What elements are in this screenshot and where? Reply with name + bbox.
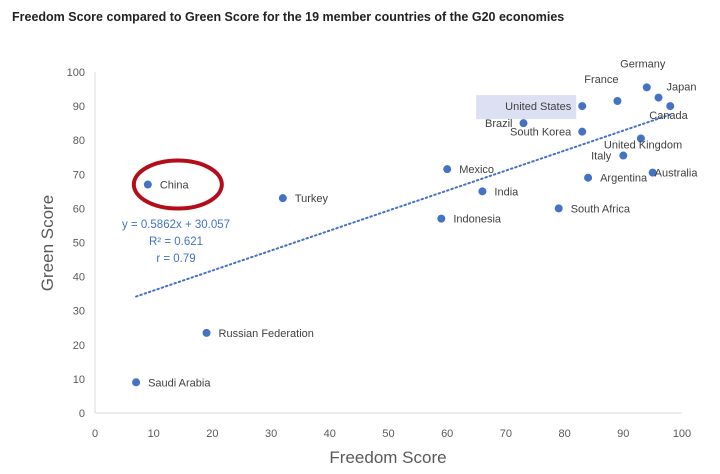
point-label-japan: Japan <box>667 82 697 94</box>
point-russian-federation <box>202 328 211 337</box>
point-label-france: France <box>584 74 618 86</box>
point-brazil <box>519 119 528 128</box>
point-united-kingdom <box>636 134 645 143</box>
point-italy <box>619 151 628 160</box>
x-tick-label: 60 <box>441 428 453 440</box>
point-france <box>613 96 622 105</box>
point-germany <box>642 83 651 92</box>
point-label-united-kingdom: United Kingdom <box>604 139 682 151</box>
x-tick-label: 70 <box>500 428 512 440</box>
point-china <box>143 180 152 189</box>
point-united-states <box>578 102 587 111</box>
x-tick-label: 40 <box>324 428 336 440</box>
point-south-africa <box>554 204 563 213</box>
y-tick-label: 30 <box>73 306 85 318</box>
trendline-r-squared: R² = 0.621 <box>149 236 203 248</box>
point-japan <box>654 93 663 102</box>
point-argentina <box>584 173 593 182</box>
point-mexico <box>443 165 452 174</box>
x-tick-label: 80 <box>558 428 570 440</box>
point-label-saudi-arabia: Saudi Arabia <box>148 377 211 389</box>
trendline <box>135 113 672 298</box>
y-tick-label: 60 <box>73 203 85 215</box>
point-saudi-arabia <box>132 378 141 387</box>
y-tick-label: 80 <box>73 135 85 147</box>
x-tick-label: 100 <box>673 428 691 440</box>
point-label-australia: Australia <box>655 168 699 180</box>
highlight-circle <box>131 158 224 211</box>
point-india <box>478 187 487 196</box>
point-label-canada: Canada <box>649 110 688 122</box>
point-label-argentina: Argentina <box>600 173 648 185</box>
y-tick-label: 10 <box>73 374 85 386</box>
point-south-korea <box>578 127 587 136</box>
y-tick-label: 40 <box>73 272 85 284</box>
y-tick-label: 50 <box>73 238 85 250</box>
label-highlight-box <box>476 95 577 120</box>
point-label-indonesia: Indonesia <box>453 214 502 226</box>
point-label-mexico: Mexico <box>459 164 494 176</box>
point-canada <box>666 102 675 111</box>
point-label-china: China <box>160 180 190 192</box>
x-axis-title: Freedom Score <box>329 448 446 467</box>
y-axis-title: Green Score <box>38 195 57 291</box>
y-tick-label: 20 <box>73 340 85 352</box>
point-label-india: India <box>494 186 519 198</box>
point-turkey <box>278 194 287 203</box>
y-tick-label: 0 <box>79 408 85 420</box>
chart-title: Freedom Score compared to Green Score fo… <box>12 10 565 24</box>
x-tick-label: 0 <box>92 428 98 440</box>
trendline-r: r = 0.79 <box>156 253 195 265</box>
point-label-russian-federation: Russian Federation <box>219 328 314 340</box>
point-label-turkey: Turkey <box>295 193 329 205</box>
y-tick-label: 90 <box>73 101 85 113</box>
point-label-south-korea: South Korea <box>510 127 572 139</box>
point-indonesia <box>437 214 446 223</box>
y-tick-label: 100 <box>67 67 85 79</box>
x-tick-label: 20 <box>206 428 218 440</box>
x-tick-label: 50 <box>382 428 394 440</box>
x-tick-label: 90 <box>617 428 629 440</box>
x-tick-label: 10 <box>148 428 160 440</box>
point-label-italy: Italy <box>591 151 612 163</box>
point-australia <box>648 168 657 177</box>
point-label-south-africa: South Africa <box>571 203 631 215</box>
point-label-united-states: United States <box>505 101 572 113</box>
trendline-equation: y = 0.5862x + 30.057 <box>122 219 230 231</box>
y-tick-label: 70 <box>73 169 85 181</box>
x-tick-label: 30 <box>265 428 277 440</box>
point-label-brazil: Brazil <box>485 118 513 130</box>
point-label-germany: Germany <box>620 58 666 70</box>
